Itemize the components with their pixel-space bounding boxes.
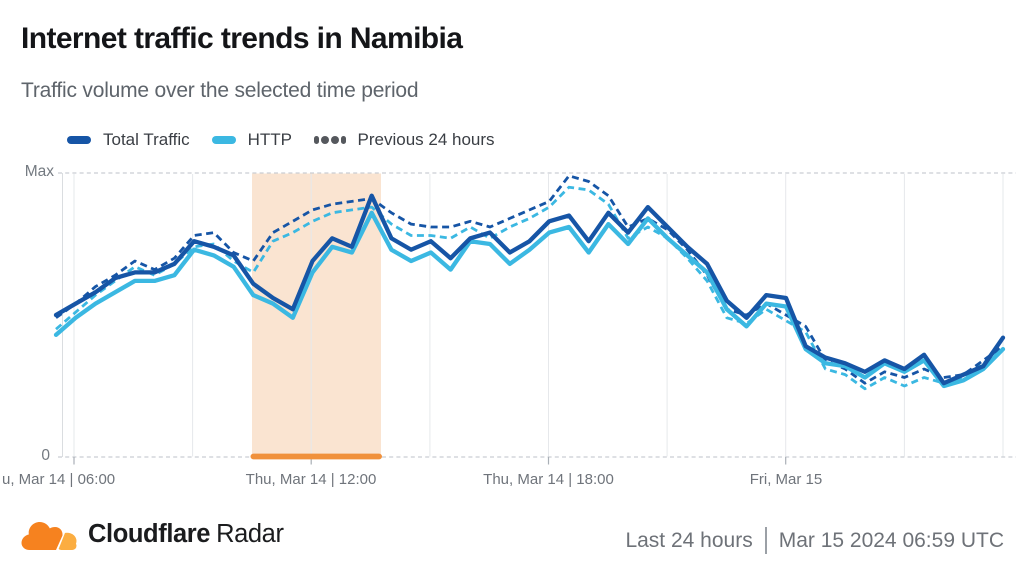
page-title: Internet traffic trends in Namibia [21,22,463,55]
page-subtitle: Traffic volume over the selected time pe… [21,79,419,102]
legend-item-total-traffic[interactable]: Total Traffic [67,130,190,150]
legend-label: Previous 24 hours [357,130,495,149]
total-traffic-swatch-icon [67,136,91,144]
chart-legend: Total Traffic HTTP Previous 24 hours [67,130,495,150]
http-swatch-icon [211,136,236,144]
x-tick-label-fri: Fri, Mar 15 [749,471,823,488]
x-tick-label-0600: u, Mar 14 | 06:00 [2,471,116,488]
y-axis-max-label: Max [24,163,54,180]
stamp-divider [764,527,767,554]
legend-item-previous-24-hours[interactable]: Previous 24 hours [314,130,495,150]
brand-wordmark: Cloudflare Radar [88,519,284,548]
legend-item-http[interactable]: HTTP [211,130,293,150]
y-axis-zero-label: 0 [41,447,50,464]
legend-label: HTTP [247,130,293,149]
previous-24-hours-swatch-icon [314,136,346,144]
cloudflare-logo-icon [21,522,77,554]
legend-label: Total Traffic [103,130,190,149]
time-range-label: Last 24 hours [625,528,753,552]
time-range-stamp: Last 24 hours Mar 15 2024 06:59 UTC [625,527,1004,554]
chart-plot-area[interactable] [56,168,1006,464]
x-tick-label-1200: Thu, Mar 14 | 12:00 [245,471,377,488]
timestamp-label: Mar 15 2024 06:59 UTC [778,528,1004,552]
cloudflare-radar-link[interactable]: Cloudflare Radar [20,514,284,554]
x-tick-label-1800: Thu, Mar 14 | 18:00 [483,471,614,488]
